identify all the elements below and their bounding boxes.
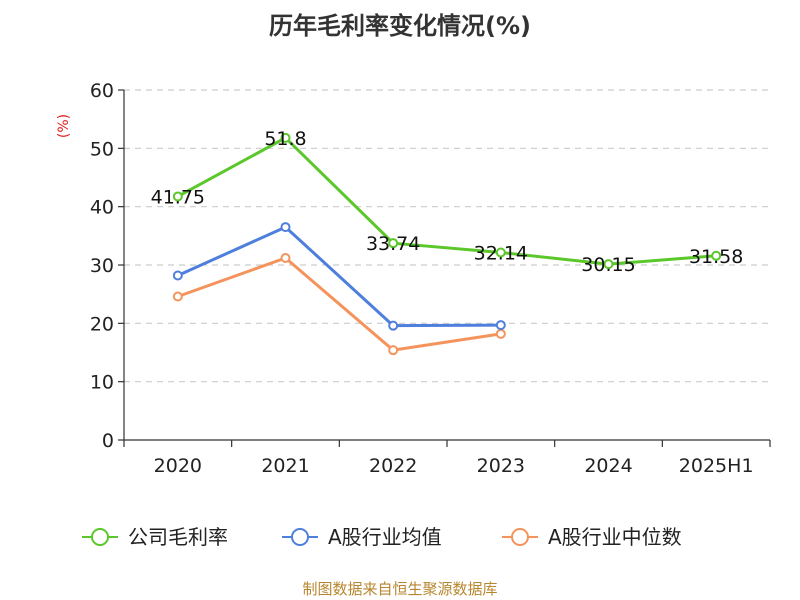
x-tick-label: 2024 [584,455,632,477]
data-label: 41.75 [151,186,205,208]
data-point [280,132,291,143]
legend-label: A股行业均值 [328,525,442,549]
legend-swatch-marker [291,528,309,546]
data-label: 31.58 [689,246,743,268]
data-point [172,291,183,302]
y-tick-label: 10 [90,372,114,394]
data-point [495,320,506,331]
data-label: 30.15 [581,254,635,276]
y-tick-label: 20 [90,313,114,335]
x-tick-label: 2021 [261,455,309,477]
data-point [388,345,399,356]
chart-title: 历年毛利率变化情况(%) [269,12,531,40]
legend: 公司毛利率 A股行业均值 A股行业中位数 [82,525,682,549]
data-label: 32.14 [474,243,528,265]
data-point [388,238,399,249]
data-point [495,247,506,258]
x-tick-label: 2022 [369,455,417,477]
data-label: 51.8 [264,128,306,150]
y-axis-unit-label: (%) [56,114,72,138]
legend-swatch-marker [511,528,529,546]
y-tick-label: 50 [90,138,114,160]
series-line [177,136,717,266]
x-tick-label: 2023 [477,455,525,477]
data-labels: 41.75 51.8 33.74 32.14 30.15 31.58 [151,128,744,276]
data-point [280,253,291,263]
data-point [388,320,399,331]
y-tick-label: 40 [90,197,114,219]
x-tick-label: 2020 [154,455,202,477]
source-note: 制图数据来自恒生聚源数据库 [302,580,498,598]
data-point [495,328,506,339]
grid-lines [124,89,770,383]
data-point [280,222,291,233]
data-point [172,191,183,202]
x-tick-label: 2025H1 [679,455,754,477]
series-line [177,256,502,352]
legend-label: 公司毛利率 [128,525,228,549]
legend-swatch-marker [91,528,109,546]
y-tick-label: 60 [90,80,114,102]
axes: 0 10 20 30 40 50 60 2020 2021 2022 2023 2024 2025H1 [90,80,771,477]
data-point [172,270,183,281]
legend-label: A股行业中位数 [548,525,682,549]
data-label: 33.74 [366,233,420,255]
y-tick-label: 0 [102,430,114,452]
data-point [711,250,722,261]
series-line [177,225,501,328]
y-tick-label: 30 [90,255,114,277]
series-lines [172,132,722,356]
data-point [603,259,614,270]
